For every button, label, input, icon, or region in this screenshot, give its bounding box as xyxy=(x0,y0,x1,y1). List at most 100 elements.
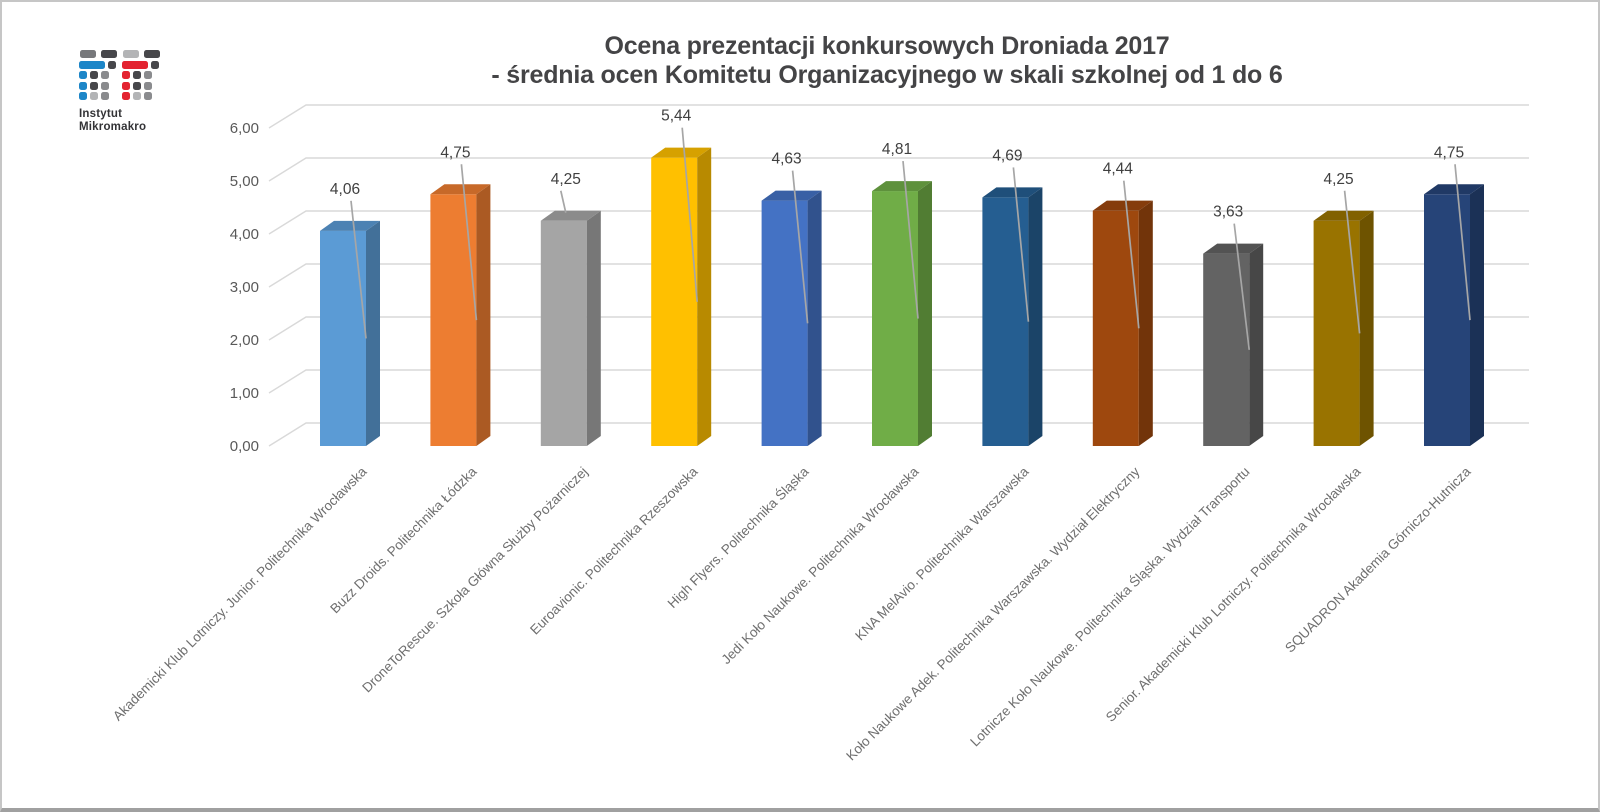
y-axis-tick-label: 4,00 xyxy=(230,226,259,243)
bar-0-top xyxy=(320,220,380,231)
bar-8-value-label: 3,63 xyxy=(1213,204,1243,221)
bar-6-value-label: 4,69 xyxy=(992,147,1022,164)
bar-10-side xyxy=(1470,184,1484,446)
logo-dot xyxy=(150,60,159,69)
bar-10-leader-line xyxy=(1454,164,1471,321)
bar-8-leader-line xyxy=(1233,223,1251,350)
logo-dot xyxy=(133,81,141,90)
bar-4-value-label: 4,63 xyxy=(772,151,802,168)
bar-6-top xyxy=(982,187,1043,198)
bar-2-side xyxy=(586,210,601,446)
bar-7-leader-line xyxy=(1122,180,1140,329)
bar-8-top xyxy=(1203,243,1264,254)
bar-6-leader-line xyxy=(1012,167,1030,322)
gridline-6,00 xyxy=(268,104,1529,129)
bar-2-value-label: 4,25 xyxy=(551,171,581,188)
bar-3-front xyxy=(651,157,698,446)
y-axis-tick-label: 2,00 xyxy=(230,332,259,349)
bar-1-value-label: 4,75 xyxy=(440,144,470,161)
logo-dot xyxy=(79,71,87,79)
bar-0-side xyxy=(366,220,380,446)
bar-0-value-label: 4,06 xyxy=(330,181,360,198)
y-axis-tick-label: 1,00 xyxy=(230,385,259,402)
bar-7-side xyxy=(1138,200,1153,446)
bar-4-leader-line xyxy=(791,170,809,324)
bar-2-top xyxy=(540,210,601,221)
logo-dot xyxy=(122,92,130,100)
bar-1-front xyxy=(430,194,477,446)
bar-4-top xyxy=(761,190,822,201)
bar-5-top xyxy=(872,181,932,192)
logo-dot xyxy=(144,81,152,90)
bar-4-front xyxy=(761,200,808,446)
bar-2-leader-line xyxy=(559,190,567,213)
bar-1-leader-line xyxy=(460,164,478,321)
bar-5-front xyxy=(872,191,918,446)
bar-0-front xyxy=(320,230,366,446)
bar-8-side xyxy=(1249,243,1264,446)
logo-dot xyxy=(90,71,98,79)
y-axis-tick-label: 0,00 xyxy=(230,438,259,455)
logo-text-line2: Mikromakro xyxy=(79,121,147,133)
logo-dot xyxy=(144,50,160,58)
logo-dot xyxy=(79,92,87,100)
bar-9-leader-line xyxy=(1343,190,1361,334)
logo-mark-icon xyxy=(79,50,161,101)
bar-10-front xyxy=(1424,194,1470,446)
logo-dot xyxy=(90,92,98,100)
bar-6-side xyxy=(1028,187,1043,446)
bar-7-value-label: 4,44 xyxy=(1103,161,1134,178)
logo-dot xyxy=(107,60,116,69)
logo-dot xyxy=(123,50,139,58)
y-axis-tick-label: 5,00 xyxy=(230,173,259,190)
chart-title-line1: Ocena prezentacji konkursowych Droniada … xyxy=(604,32,1170,60)
logo-dot xyxy=(101,81,109,90)
logo-dot xyxy=(133,92,141,100)
y-axis-tick-label: 6,00 xyxy=(230,120,259,137)
instytut-mikromakro-logo: Instytut Mikromakro xyxy=(79,50,161,134)
bar-6-front xyxy=(982,197,1029,446)
bar-3-leader-line xyxy=(681,127,699,302)
logo-dot xyxy=(144,92,152,100)
bar-5-value-label: 4,81 xyxy=(882,141,912,158)
bar-3-side xyxy=(697,147,712,446)
bar-2-front xyxy=(540,220,587,446)
bar-9-front xyxy=(1313,220,1360,446)
bar-5-side xyxy=(918,181,932,446)
logo-dot xyxy=(122,81,130,90)
bar-9-top xyxy=(1313,210,1374,221)
bar-7-top xyxy=(1092,200,1153,211)
logo-dot xyxy=(122,60,148,69)
bar-3-value-label: 5,44 xyxy=(661,108,692,125)
logo-text-line1: Instytut xyxy=(79,108,123,120)
logo-dot xyxy=(133,71,141,79)
logo-dot xyxy=(79,60,105,69)
bar-5-leader-line xyxy=(902,160,919,319)
logo-dot xyxy=(144,71,152,79)
bar-7-front xyxy=(1092,210,1139,446)
logo-dot xyxy=(101,50,117,58)
logo-dot xyxy=(122,71,130,79)
bar-0-leader-line xyxy=(350,200,367,339)
bar-1-side xyxy=(476,184,491,446)
logo-dot xyxy=(101,71,109,79)
chart-title: Ocena prezentacji konkursowych Droniada … xyxy=(172,32,1598,90)
y-axis-tick-label: 3,00 xyxy=(230,279,259,296)
bar-9-side xyxy=(1359,210,1374,446)
bar-4-side xyxy=(807,190,822,446)
bar-10-value-label: 4,75 xyxy=(1434,144,1464,161)
bar-8-front xyxy=(1203,253,1250,446)
bar-1-top xyxy=(430,184,491,195)
logo-dot xyxy=(90,81,98,90)
logo-dot xyxy=(80,50,96,58)
gridline-5,00 xyxy=(268,157,1529,182)
logo-dot xyxy=(101,92,109,100)
chart-title-line2: - średnia ocen Komitetu Organizacyjnego … xyxy=(491,61,1283,89)
logo-dot xyxy=(79,81,87,90)
bar-10-top xyxy=(1424,184,1484,195)
bar-3-top xyxy=(651,147,712,158)
bar-9-value-label: 4,25 xyxy=(1324,171,1354,188)
logo-text: Instytut Mikromakro xyxy=(79,108,161,134)
